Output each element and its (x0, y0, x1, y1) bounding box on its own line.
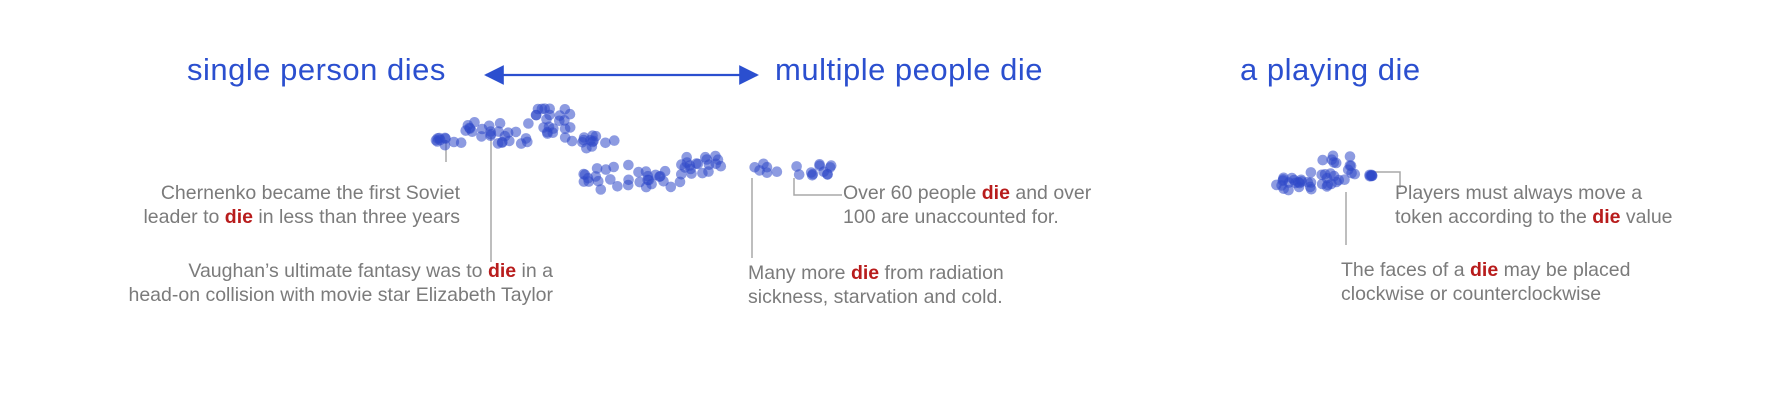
embedding-point (502, 127, 514, 138)
embedding-point (578, 168, 589, 180)
heading-single-person-dies: single person dies (187, 52, 446, 87)
embedding-point (591, 163, 603, 174)
embedding-point (814, 159, 825, 170)
embedding-point (605, 174, 616, 185)
embedding-clusters (430, 103, 1378, 196)
embedding-point (554, 115, 565, 127)
embedding-point (432, 133, 443, 144)
embedding-point (634, 176, 645, 188)
embedding-point (609, 135, 620, 146)
annotation-vaughan: Vaughan’s ultimate fantasy was to die in… (128, 260, 553, 306)
embedding-point (623, 159, 634, 171)
embedding-point (758, 158, 769, 170)
embedding-point (559, 123, 571, 135)
embedding-point (771, 166, 783, 177)
embedding-point (1295, 174, 1307, 186)
embedding-point (532, 103, 544, 115)
embedding-point (476, 131, 487, 142)
embedding-point (1276, 180, 1287, 191)
embedding-point (1322, 179, 1334, 191)
keyword-die: die (1470, 259, 1499, 281)
keyword-die: die (487, 260, 517, 282)
leader-line-players (1370, 171, 1401, 188)
embedding-point (497, 136, 508, 148)
embedding-point (1339, 174, 1350, 185)
embedding-point (697, 167, 708, 179)
leader-line-over60 (793, 178, 842, 196)
embedding-point (761, 167, 773, 178)
annotation-players: Players must always move a token accordi… (1395, 182, 1673, 228)
embedding-point (674, 176, 686, 188)
embedding-point (494, 118, 506, 129)
embedding-point (622, 179, 634, 191)
embedding-point (793, 169, 805, 180)
embedding-point (676, 159, 687, 170)
heading-playing-die: a playing die (1240, 52, 1421, 87)
embedding-point (642, 174, 653, 186)
embedding-point (600, 164, 612, 175)
embedding-point (715, 160, 727, 172)
embedding-point (541, 114, 552, 125)
embedding-point (483, 120, 495, 132)
embedding-point (633, 166, 644, 178)
embedding-point (455, 137, 467, 148)
keyword-die: die (850, 262, 880, 284)
embedding-point (791, 161, 802, 172)
embedding-point (1305, 177, 1317, 188)
embedding-point (510, 126, 522, 138)
annotation-faces: The faces of a die may be placed clockwi… (1341, 259, 1631, 305)
keyword-die: die (224, 205, 253, 228)
embedding-point (1327, 150, 1339, 162)
embedding-point (1317, 154, 1328, 166)
embedding-point (600, 137, 611, 149)
embedding-point (595, 184, 607, 195)
embedding-point (464, 122, 475, 134)
embedding-point (701, 154, 713, 165)
embedding-point (691, 158, 702, 169)
keyword-die: die (1592, 205, 1621, 228)
embedding-point (612, 181, 623, 192)
embedding-point (710, 150, 721, 162)
embedding-point (566, 135, 578, 147)
embedding-point (658, 176, 669, 187)
embedding-point (1305, 167, 1317, 178)
leader-lines (445, 137, 1401, 262)
embedding-point (665, 181, 677, 193)
embedding-point (822, 169, 833, 180)
embedding-point (1316, 169, 1327, 181)
embedding-point (1346, 167, 1357, 179)
annotation-over-60: Over 60 people die and over 100 are unac… (843, 182, 1092, 228)
embedding-point (1344, 151, 1356, 162)
embedding-point (547, 127, 559, 138)
embedding-point (577, 137, 588, 148)
keyword-die: die (981, 182, 1010, 204)
annotation-many-more: Many more die from radiation sickness, s… (748, 262, 1004, 308)
embedding-point (1328, 170, 1340, 182)
embedding-point (806, 170, 818, 181)
embedding-point (1366, 170, 1378, 182)
heading-multiple-people-die: multiple people die (775, 52, 1044, 87)
embedding-point (520, 133, 532, 144)
annotation-chernenko: Chernenko became the first Soviet leader… (143, 182, 460, 228)
embedding-point (523, 118, 534, 129)
